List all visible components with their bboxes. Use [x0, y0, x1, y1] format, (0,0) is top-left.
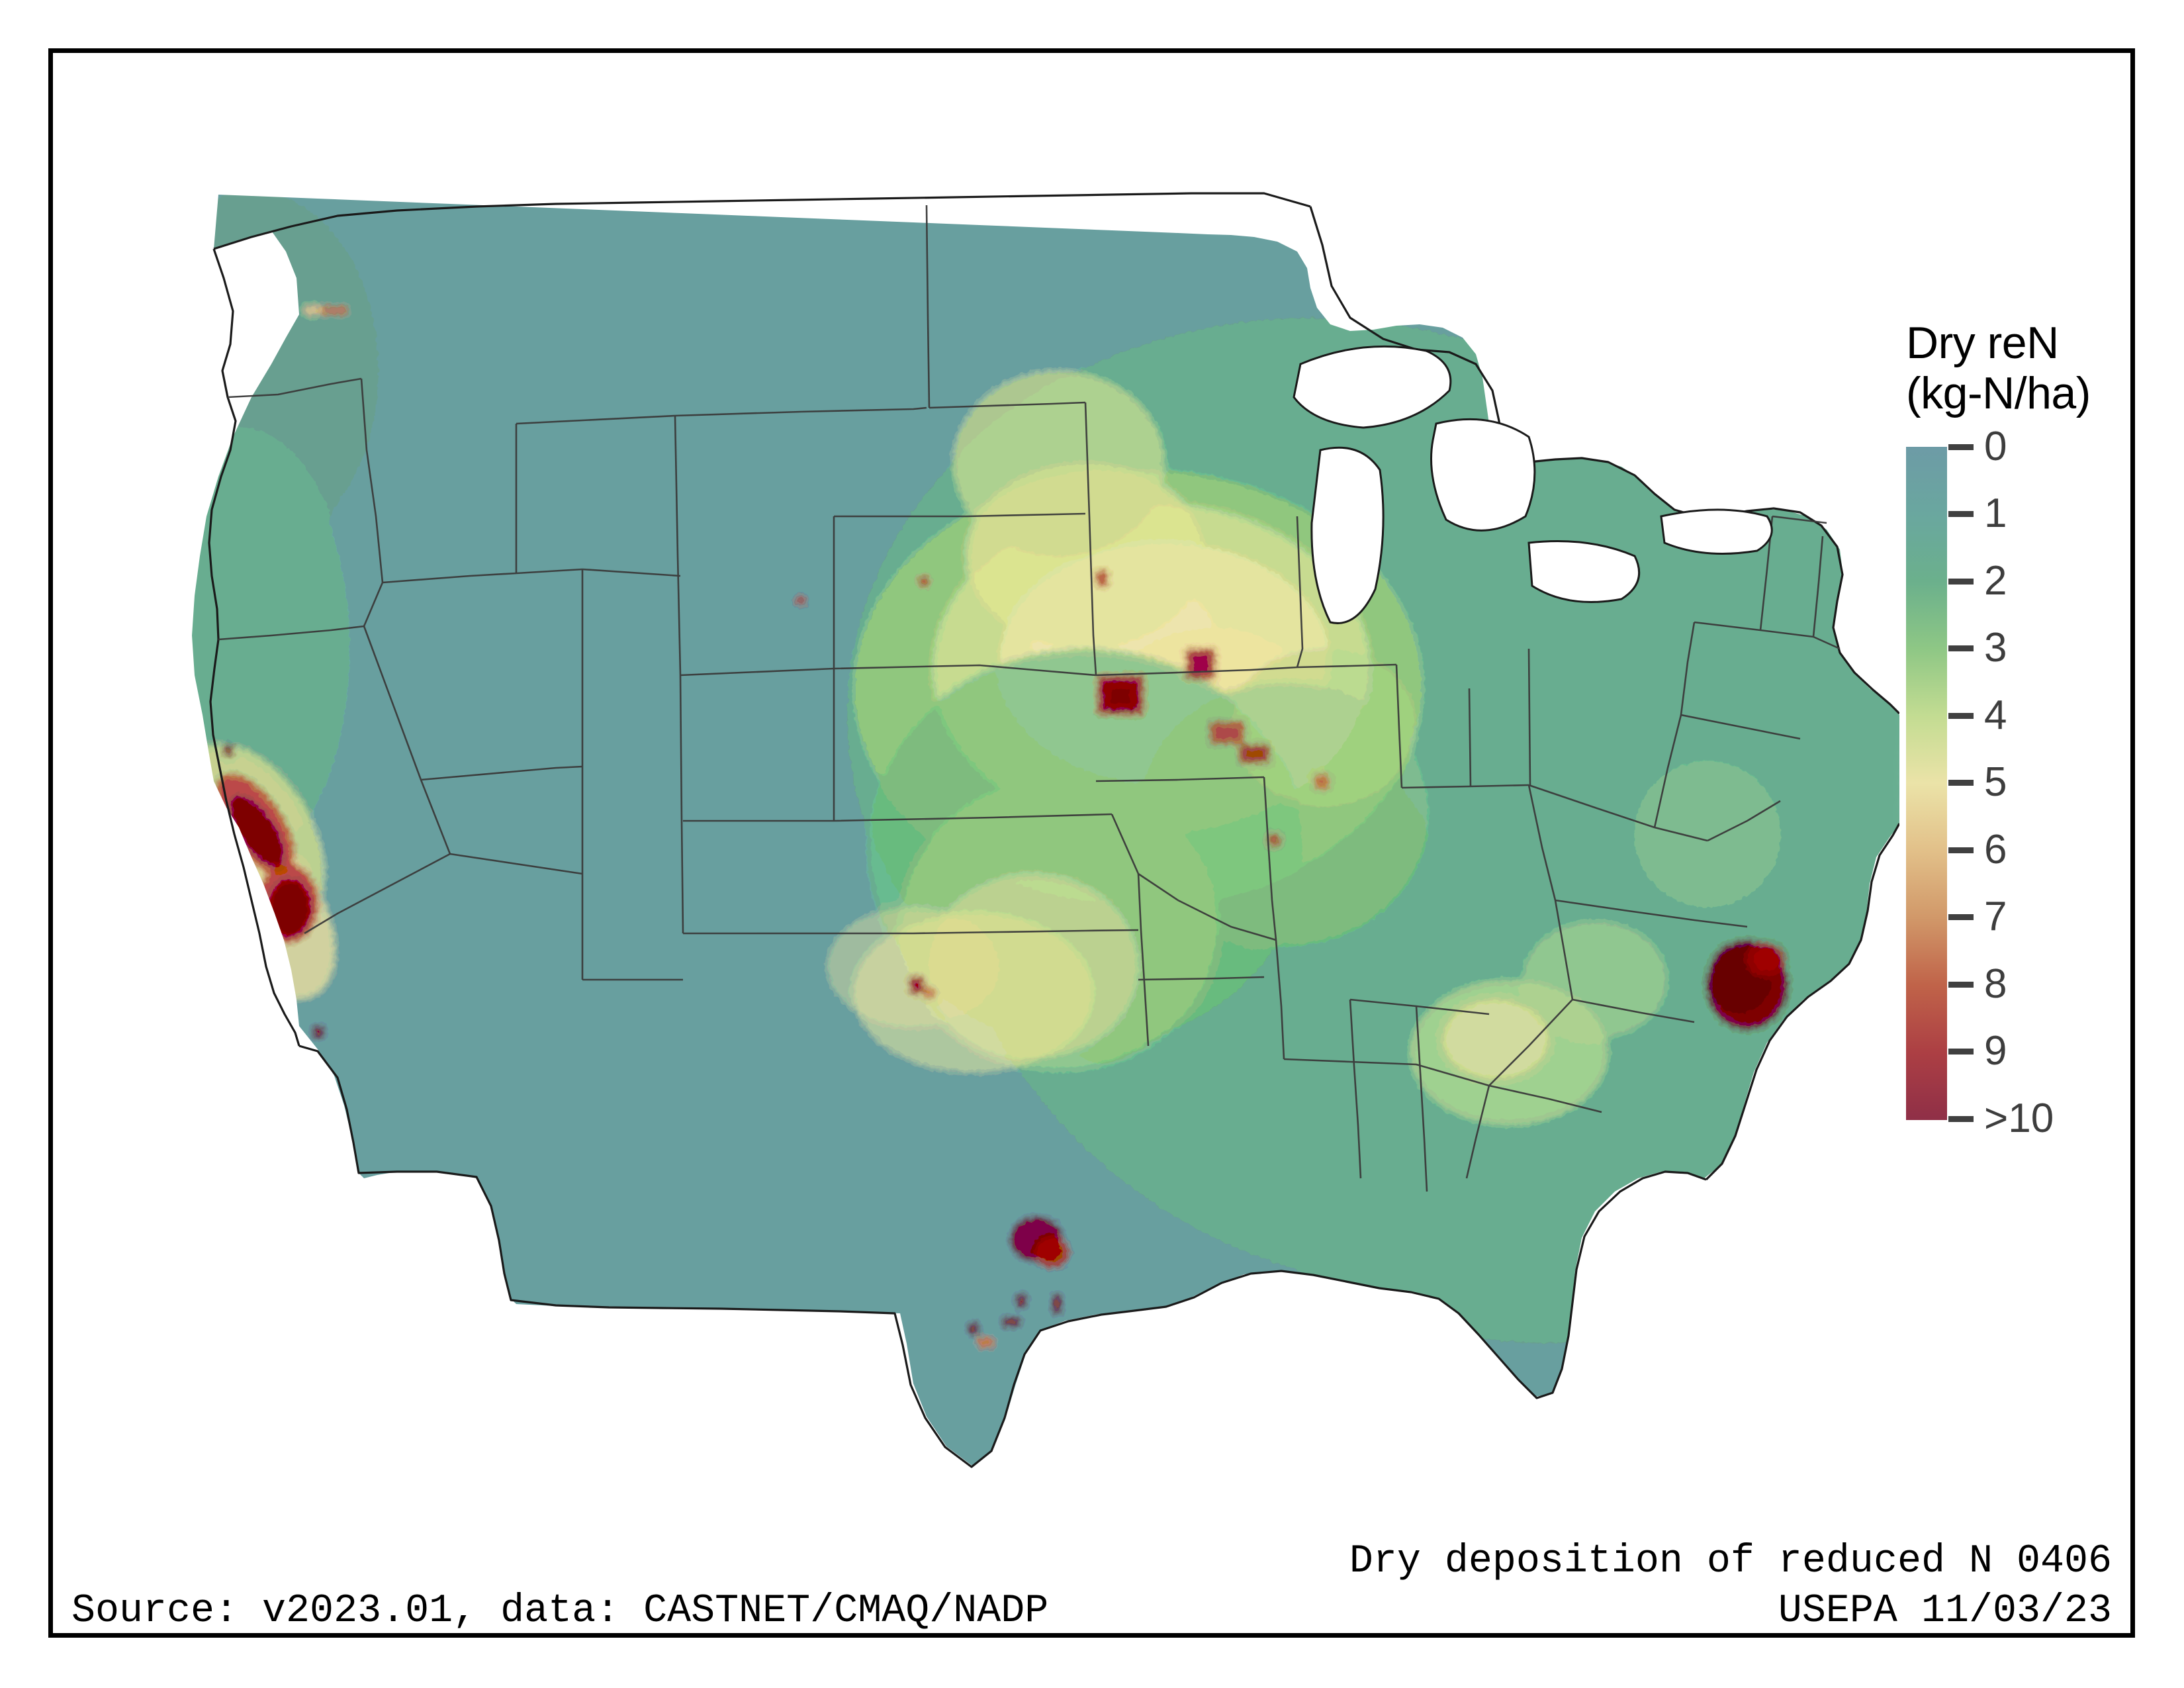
interior-state-lines — [218, 205, 1841, 1192]
colorbar-tick-label-0: 0 — [1984, 424, 2007, 469]
colorbar-tick-3 — [1948, 645, 1974, 651]
colorbar-tick-label-9: 9 — [1984, 1028, 2007, 1074]
colorbar-tick-0 — [1948, 444, 1974, 450]
colorbar-tick-4 — [1948, 713, 1974, 719]
state-boundaries — [208, 192, 1899, 1468]
agency-date: USEPA 11/03/23 — [1778, 1589, 2112, 1634]
colorbar-tick-label-7: 7 — [1984, 894, 2007, 939]
figure-frame: Dry reN (kg-N/ha) 0 1 — [48, 48, 2135, 1638]
colorbar-title: Dry reN (kg-N/ha) — [1906, 318, 2091, 418]
colorbar-tick-label-2: 2 — [1984, 558, 2007, 604]
colorbar-tick-label-4: 4 — [1984, 692, 2007, 738]
colorbar-tick-7 — [1948, 914, 1974, 920]
colorbar-tick-label-8: 8 — [1984, 961, 2007, 1007]
colorbar-tick-9 — [1948, 1049, 1974, 1055]
colorbar-tick-5 — [1948, 780, 1974, 786]
colorbar-tick-label-6: 6 — [1984, 827, 2007, 872]
colorbar-legend: Dry reN (kg-N/ha) 0 1 — [1899, 318, 2184, 1575]
colorbar-tick-10 — [1948, 1116, 1974, 1122]
colorbar-tick-1 — [1948, 511, 1974, 517]
colorbar-tick-8 — [1948, 982, 1974, 988]
colorbar-tick-label-10: >10 — [1984, 1096, 2054, 1141]
map-caption: Dry deposition of reduced N 0406 — [1349, 1539, 2112, 1584]
great-lakes — [1293, 345, 1773, 624]
colorbar-tick-label-5: 5 — [1984, 759, 2007, 805]
colorbar-wrap: 0 1 2 3 4 5 6 7 8 9 — [1906, 426, 2184, 1141]
map-panel — [53, 53, 1899, 1509]
colorbar-gradient — [1906, 447, 1947, 1120]
source-note: Source: v2023.01, data: CASTNET/CMAQ/NAD… — [71, 1589, 1049, 1634]
colorbar-tick-label-3: 3 — [1984, 625, 2007, 671]
colorbar-tick-6 — [1948, 847, 1974, 853]
colorbar-tick-2 — [1948, 579, 1974, 585]
deposition-map — [192, 192, 1899, 1468]
deposition-raster — [192, 195, 1899, 1466]
colorbar-tick-label-1: 1 — [1984, 491, 2007, 536]
